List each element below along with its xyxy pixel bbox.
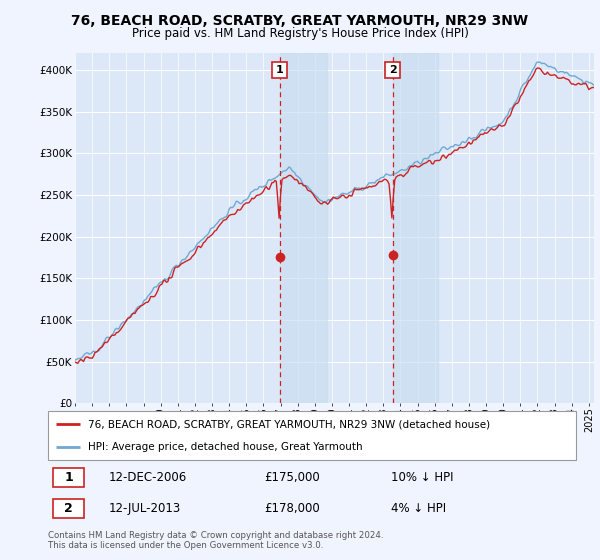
FancyBboxPatch shape: [48, 411, 576, 460]
FancyBboxPatch shape: [53, 468, 84, 487]
FancyBboxPatch shape: [53, 500, 84, 518]
Text: 12-DEC-2006: 12-DEC-2006: [109, 471, 187, 484]
Text: 10% ↓ HPI: 10% ↓ HPI: [391, 471, 454, 484]
Bar: [392, 53, 438, 403]
Text: £175,000: £175,000: [265, 471, 320, 484]
Text: Contains HM Land Registry data © Crown copyright and database right 2024.
This d: Contains HM Land Registry data © Crown c…: [48, 531, 383, 550]
Text: 2: 2: [64, 502, 73, 515]
Text: 76, BEACH ROAD, SCRATBY, GREAT YARMOUTH, NR29 3NW (detached house): 76, BEACH ROAD, SCRATBY, GREAT YARMOUTH,…: [88, 419, 490, 430]
Text: 76, BEACH ROAD, SCRATBY, GREAT YARMOUTH, NR29 3NW: 76, BEACH ROAD, SCRATBY, GREAT YARMOUTH,…: [71, 14, 529, 28]
Text: £178,000: £178,000: [265, 502, 320, 515]
Text: Price paid vs. HM Land Registry's House Price Index (HPI): Price paid vs. HM Land Registry's House …: [131, 27, 469, 40]
Text: 1: 1: [276, 65, 284, 75]
Text: 1: 1: [64, 471, 73, 484]
Bar: [280, 53, 327, 403]
Text: 4% ↓ HPI: 4% ↓ HPI: [391, 502, 446, 515]
Text: 2: 2: [389, 65, 397, 75]
Text: HPI: Average price, detached house, Great Yarmouth: HPI: Average price, detached house, Grea…: [88, 442, 362, 452]
Text: 12-JUL-2013: 12-JUL-2013: [109, 502, 181, 515]
